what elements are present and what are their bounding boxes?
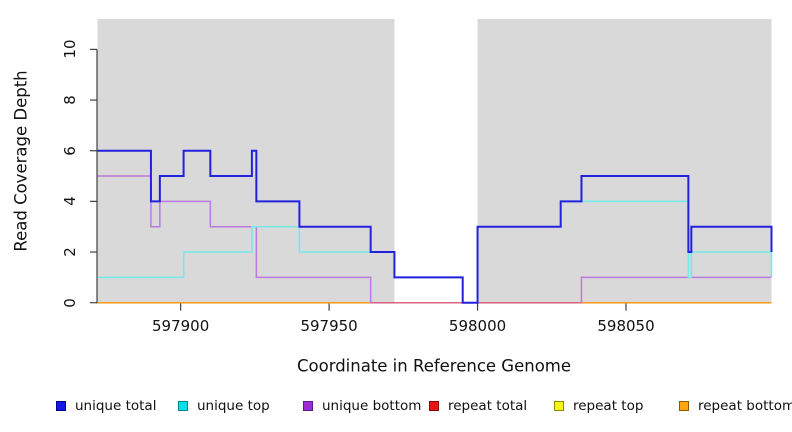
x-tick-label: 598000 <box>448 317 507 335</box>
x-tick-label: 597900 <box>151 317 210 335</box>
legend-swatch-icon <box>303 401 313 411</box>
legend-label: repeat top <box>573 398 644 414</box>
legend-item-unique-bottom: unique bottom <box>303 398 422 414</box>
y-tick-label: 0 <box>61 297 79 308</box>
x-tick-label: 597950 <box>300 317 358 335</box>
legend-label: unique top <box>197 398 270 414</box>
x-tick-label: 598050 <box>597 317 655 335</box>
shaded-region <box>477 19 772 304</box>
y-axis-title: Read Coverage Depth <box>11 70 31 252</box>
y-tick-label: 4 <box>61 196 79 207</box>
legend-item-repeat-total: repeat total <box>429 398 528 414</box>
legend-item-repeat-top: repeat top <box>554 398 644 414</box>
legend-item-unique-total: unique total <box>56 398 157 414</box>
legend-item-repeat-bottom: repeat bottom <box>679 398 792 414</box>
y-tick-label: 2 <box>61 247 79 257</box>
legend-item-unique-top: unique top <box>178 398 270 414</box>
shaded-region <box>97 19 395 304</box>
legend-swatch-icon <box>429 401 439 411</box>
legend-swatch-icon <box>554 401 564 411</box>
legend-label: unique total <box>75 398 157 414</box>
x-axis-title: Coordinate in Reference Genome <box>296 356 572 376</box>
y-tick-label: 8 <box>61 95 79 105</box>
series-unique-total <box>97 149 773 304</box>
legend-swatch-icon <box>178 401 188 411</box>
y-tick-label: 10 <box>61 39 79 59</box>
legend-label: unique bottom <box>322 398 422 414</box>
legend-label: repeat total <box>448 398 528 414</box>
legend-label: repeat bottom <box>698 398 792 414</box>
legend-swatch-icon <box>679 401 689 411</box>
y-tick-label: 6 <box>61 145 79 156</box>
legend-swatch-icon <box>56 401 66 411</box>
